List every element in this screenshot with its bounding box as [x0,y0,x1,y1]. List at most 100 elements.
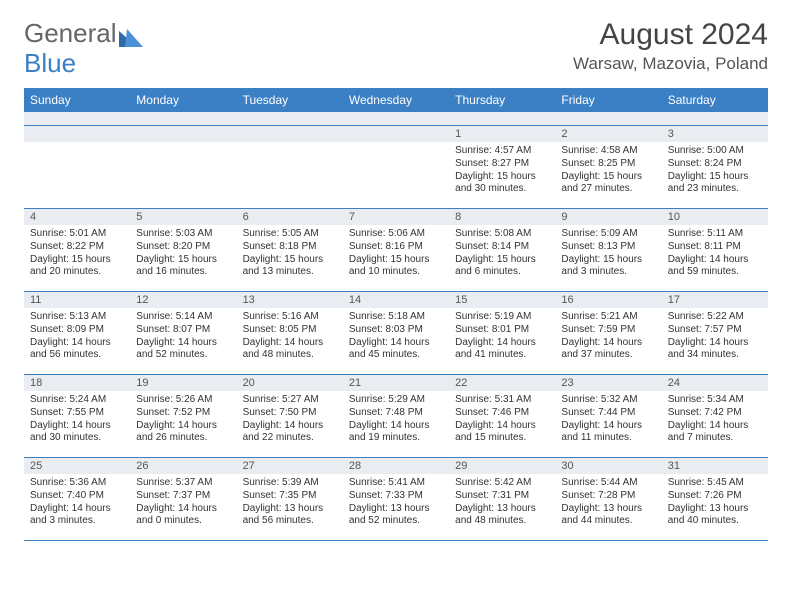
day-number: 2 [555,126,661,142]
sunrise-line: Sunrise: 5:09 AM [561,228,655,241]
sunrise-line: Sunrise: 5:42 AM [455,477,549,490]
calendar-day: 28 Sunrise: 5:41 AMSunset: 7:33 PMDayligh… [343,458,449,540]
logo-text-2: Blue [24,48,76,79]
day-number: 27 [237,458,343,474]
daylight-line: Daylight: 13 hours and 56 minutes. [243,503,337,529]
sunset-line: Sunset: 7:33 PM [349,490,443,503]
daylight-line: Daylight: 14 hours and 26 minutes. [136,420,230,446]
daylight-line: Daylight: 14 hours and 0 minutes. [136,503,230,529]
day-header: Monday [130,88,236,112]
calendar-week: 25Sunrise: 5:36 AMSunset: 7:40 PMDayligh… [24,458,768,541]
sunset-line: Sunset: 7:46 PM [455,407,549,420]
day-number: 11 [24,292,130,308]
sub-header-strip [24,112,768,126]
day-header: Friday [555,88,661,112]
day-number: 19 [130,375,236,391]
calendar-week: 1Sunrise: 4:57 AMSunset: 8:27 PMDaylight… [24,126,768,209]
calendar-day: 7Sunrise: 5:06 AMSunset: 8:16 PMDaylight… [343,209,449,291]
calendar-day: 4Sunrise: 5:01 AMSunset: 8:22 PMDaylight… [24,209,130,291]
day-header: Wednesday [343,88,449,112]
calendar-day: 22Sunrise: 5:31 AMSunset: 7:46 PMDayligh… [449,375,555,457]
calendar-day: 21Sunrise: 5:29 AMSunset: 7:48 PMDayligh… [343,375,449,457]
day-header: Thursday [449,88,555,112]
day-number: 1 [449,126,555,142]
daylight-line: Daylight: 15 hours and 27 minutes. [561,171,655,197]
sunrise-line: Sunrise: 5:36 AM [30,477,124,490]
sunset-line: Sunset: 7:57 PM [668,324,762,337]
sunrise-line: Sunrise: 5:32 AM [561,394,655,407]
daylight-line: Daylight: 13 hours and 52 minutes. [349,503,443,529]
daylight-line: Daylight: 14 hours and 30 minutes. [30,420,124,446]
day-header: Tuesday [237,88,343,112]
calendar-day: 27Sunrise: 5:39 AMSunset: 7:35 PMDayligh… [237,458,343,540]
sunset-line: Sunset: 7:42 PM [668,407,762,420]
sunset-line: Sunset: 7:44 PM [561,407,655,420]
sunrise-line: Sunrise: 5:18 AM [349,311,443,324]
sunrise-line: Sunrise: 5:34 AM [668,394,762,407]
sunrise-line: Sunrise: 5:13 AM [30,311,124,324]
day-number: 26 [130,458,236,474]
sunset-line: Sunset: 8:11 PM [668,241,762,254]
daylight-line: Daylight: 13 hours and 44 minutes. [561,503,655,529]
weeks-container: 1Sunrise: 4:57 AMSunset: 8:27 PMDaylight… [24,126,768,541]
sunset-line: Sunset: 7:37 PM [136,490,230,503]
daylight-line: Daylight: 14 hours and 56 minutes. [30,337,124,363]
sunrise-line: Sunrise: 5:06 AM [349,228,443,241]
location-text: Warsaw, Mazovia, Poland [573,54,768,74]
daylight-line: Daylight: 14 hours and 41 minutes. [455,337,549,363]
calendar-day: 2Sunrise: 4:58 AMSunset: 8:25 PMDaylight… [555,126,661,208]
day-number: 12 [130,292,236,308]
day-header: Saturday [662,88,768,112]
sunrise-line: Sunrise: 5:01 AM [30,228,124,241]
calendar-day: 16Sunrise: 5:21 AMSunset: 7:59 PMDayligh… [555,292,661,374]
calendar-day: 13Sunrise: 5:16 AMSunset: 8:05 PMDayligh… [237,292,343,374]
calendar-day: 11 Sunrise: 5:13 AMSunset: 8:09 PMDayligh… [24,292,130,374]
calendar-day-empty [343,126,449,208]
logo: General [24,18,143,49]
sunset-line: Sunset: 8:13 PM [561,241,655,254]
day-number-empty [130,126,236,142]
sunrise-line: Sunrise: 5:19 AM [455,311,549,324]
day-number: 5 [130,209,236,225]
sunset-line: Sunset: 8:25 PM [561,158,655,171]
day-number: 18 [24,375,130,391]
day-number: 9 [555,209,661,225]
day-number: 30 [555,458,661,474]
calendar-week: 11Sunrise: 5:13 AMSunset: 8:09 PMDayligh… [24,292,768,375]
sunset-line: Sunset: 7:55 PM [30,407,124,420]
daylight-line: Daylight: 15 hours and 13 minutes. [243,254,337,280]
calendar-day: 23Sunrise: 5:32 AMSunset: 7:44 PMDayligh… [555,375,661,457]
daylight-line: Daylight: 13 hours and 48 minutes. [455,503,549,529]
day-number: 8 [449,209,555,225]
day-number: 3 [662,126,768,142]
sunset-line: Sunset: 8:09 PM [30,324,124,337]
sunset-line: Sunset: 7:50 PM [243,407,337,420]
sunrise-line: Sunrise: 4:57 AM [455,145,549,158]
daylight-line: Daylight: 14 hours and 11 minutes. [561,420,655,446]
day-number: 17 [662,292,768,308]
daylight-line: Daylight: 14 hours and 19 minutes. [349,420,443,446]
daylight-line: Daylight: 15 hours and 20 minutes. [30,254,124,280]
sunrise-line: Sunrise: 5:41 AM [349,477,443,490]
sunrise-line: Sunrise: 5:37 AM [136,477,230,490]
daylight-line: Daylight: 14 hours and 22 minutes. [243,420,337,446]
calendar-day: 26 Sunrise: 5:37 AMSunset: 7:37 PMDayligh… [130,458,236,540]
day-header: Sunday [24,88,130,112]
calendar-day: 10Sunrise: 5:11 AMSunset: 8:11 PMDayligh… [662,209,768,291]
sunset-line: Sunset: 7:28 PM [561,490,655,503]
daylight-line: Daylight: 14 hours and 59 minutes. [668,254,762,280]
daylight-line: Daylight: 15 hours and 23 minutes. [668,171,762,197]
daylight-line: Daylight: 14 hours and 37 minutes. [561,337,655,363]
sunset-line: Sunset: 7:26 PM [668,490,762,503]
sunset-line: Sunset: 8:03 PM [349,324,443,337]
daylight-line: Daylight: 15 hours and 6 minutes. [455,254,549,280]
daylight-line: Daylight: 15 hours and 10 minutes. [349,254,443,280]
calendar: SundayMondayTuesdayWednesdayThursdayFrid… [24,88,768,541]
sunset-line: Sunset: 7:52 PM [136,407,230,420]
day-number: 21 [343,375,449,391]
calendar-day: 6Sunrise: 5:05 AMSunset: 8:18 PMDaylight… [237,209,343,291]
day-number: 28 [343,458,449,474]
sunset-line: Sunset: 7:31 PM [455,490,549,503]
calendar-day: 30Sunrise: 5:44 AMSunset: 7:28 PMDayligh… [555,458,661,540]
calendar-week: 4Sunrise: 5:01 AMSunset: 8:22 PMDaylight… [24,209,768,292]
